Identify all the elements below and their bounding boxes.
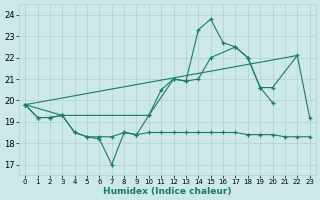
X-axis label: Humidex (Indice chaleur): Humidex (Indice chaleur): [103, 187, 232, 196]
